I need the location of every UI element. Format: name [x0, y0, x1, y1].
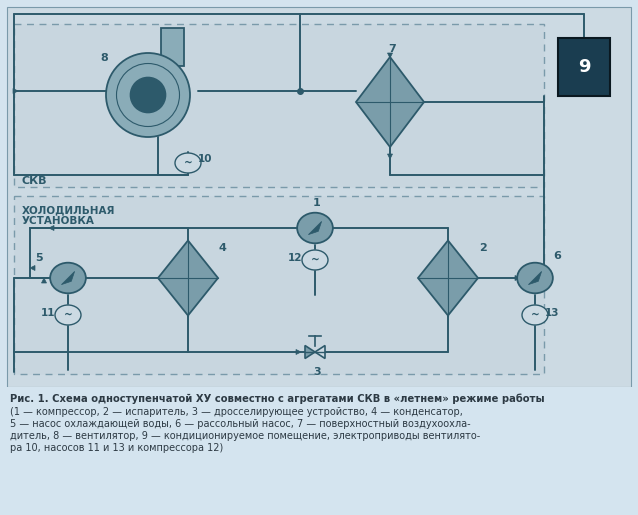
Text: 4: 4	[218, 243, 226, 253]
Text: 7: 7	[388, 44, 396, 54]
Text: СКВ: СКВ	[22, 176, 47, 186]
Text: 8: 8	[100, 53, 108, 63]
Text: 3: 3	[313, 367, 321, 377]
Text: 1: 1	[313, 198, 321, 208]
Text: ~: ~	[531, 310, 539, 320]
Text: (1 — компрессор, 2 — испаритель, 3 — дросселирующее устройство, 4 — конденсатор,: (1 — компрессор, 2 — испаритель, 3 — дро…	[10, 407, 463, 417]
Text: ~: ~	[184, 158, 193, 168]
Ellipse shape	[50, 263, 86, 294]
Bar	[14, 196, 544, 374]
Polygon shape	[13, 89, 18, 94]
Ellipse shape	[297, 213, 333, 243]
Ellipse shape	[522, 305, 548, 325]
Polygon shape	[296, 350, 301, 354]
Ellipse shape	[517, 263, 553, 294]
Ellipse shape	[302, 250, 328, 270]
Text: 13: 13	[545, 308, 560, 318]
Circle shape	[130, 77, 166, 113]
Polygon shape	[30, 266, 35, 270]
Ellipse shape	[175, 153, 201, 173]
Text: ~: ~	[311, 255, 320, 265]
Text: УСТАНОВКА: УСТАНОВКА	[22, 216, 95, 226]
Text: дитель, 8 — вентилятор, 9 — кондиционируемое помещение, электроприводы вентилято: дитель, 8 — вентилятор, 9 — кондициониру…	[10, 431, 480, 441]
Bar	[161, 28, 184, 65]
Text: Рис. 1. Схема одноступенчатой ХУ совместно с агрегатами СКВ в «летнем» режиме ра: Рис. 1. Схема одноступенчатой ХУ совмест…	[10, 394, 545, 404]
Polygon shape	[445, 245, 450, 250]
Polygon shape	[49, 226, 54, 231]
Polygon shape	[158, 241, 218, 316]
Text: 10: 10	[198, 154, 212, 164]
Polygon shape	[315, 346, 325, 358]
Polygon shape	[387, 154, 392, 159]
Polygon shape	[308, 221, 322, 235]
Polygon shape	[356, 57, 424, 147]
Polygon shape	[515, 276, 520, 281]
Text: ~: ~	[64, 310, 72, 320]
Polygon shape	[528, 271, 542, 285]
Text: 5: 5	[35, 253, 43, 263]
Polygon shape	[53, 276, 58, 281]
Text: 11: 11	[41, 308, 56, 318]
Polygon shape	[41, 278, 47, 283]
Text: 12: 12	[288, 253, 302, 263]
Polygon shape	[418, 241, 478, 316]
Text: 5 — насос охлаждающей воды, 6 — рассольный насос, 7 — поверхностный воздухоохла-: 5 — насос охлаждающей воды, 6 — рассольн…	[10, 419, 471, 429]
Bar	[14, 24, 544, 187]
Text: ра 10, насосов 11 и 13 и компрессора 12): ра 10, насосов 11 и 13 и компрессора 12)	[10, 443, 223, 453]
Polygon shape	[387, 53, 392, 58]
Bar	[7, 7, 631, 387]
Text: ХОЛОДИЛЬНАЯ: ХОЛОДИЛЬНАЯ	[22, 205, 115, 215]
Ellipse shape	[55, 305, 81, 325]
Circle shape	[106, 53, 190, 137]
Text: 2: 2	[479, 243, 487, 253]
Bar	[0, 387, 638, 515]
Text: 6: 6	[553, 251, 561, 261]
Polygon shape	[61, 271, 75, 285]
Polygon shape	[186, 245, 191, 250]
Polygon shape	[305, 346, 315, 358]
Bar	[558, 38, 610, 96]
Text: 9: 9	[578, 58, 590, 76]
